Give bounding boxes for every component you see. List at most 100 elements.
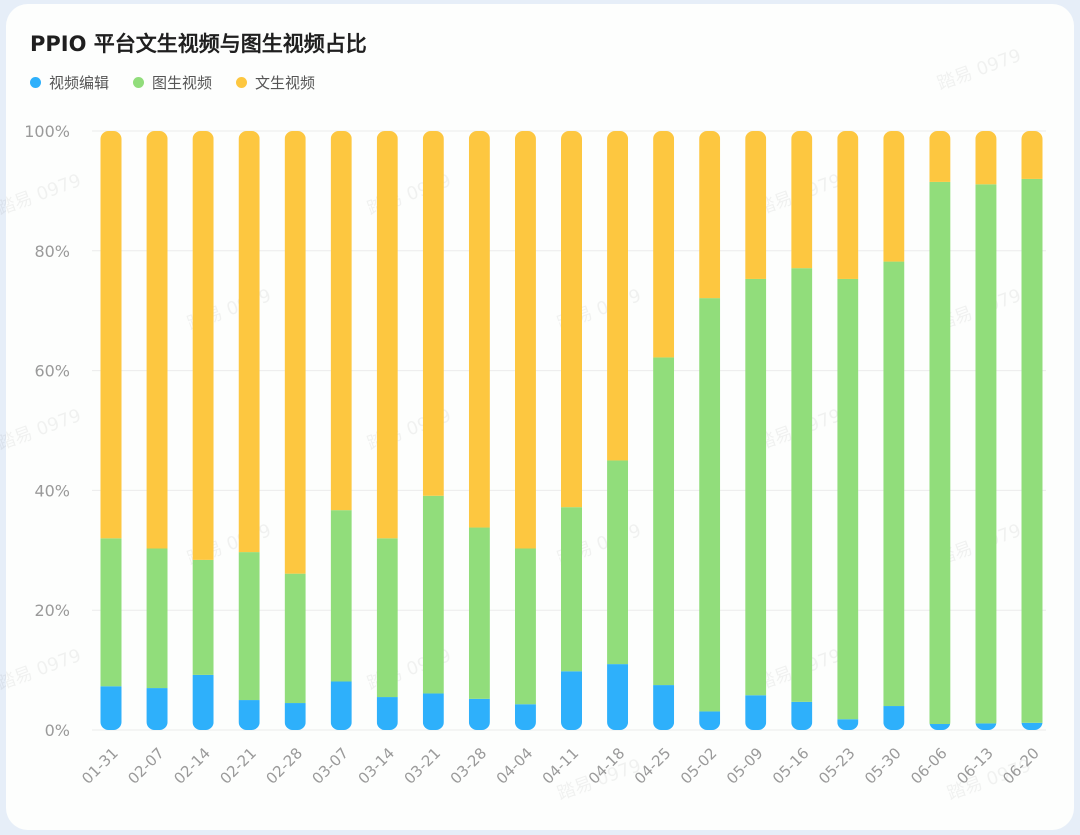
bar-stack [607,131,629,730]
bar-segment [330,681,352,730]
bar-segment [514,548,536,705]
bar-segment [376,131,398,539]
x-tick-label: 02-07 [124,744,168,788]
legend-item-text-to-video[interactable]: 文生视频 [236,72,315,93]
bar-segment [376,538,398,698]
bar-segment [837,719,859,730]
bar-stack [422,131,444,730]
bar-stack [837,131,859,730]
bar-segment [837,278,859,720]
x-tick-label: 03-07 [309,744,353,788]
bar-segment [883,261,905,707]
bar-segment [146,688,168,730]
bar-stack [1021,131,1043,730]
legend-dot-text-to-video [236,77,248,88]
bar-segment [699,298,721,712]
bar-segment [1021,131,1043,179]
x-tick-label: 03-14 [355,744,399,788]
bar-segment [883,706,905,730]
bar-segment [100,538,122,687]
bar-segment [146,131,168,549]
bar-segment [791,701,813,730]
watermark-text: 踏易 0979 [0,405,84,455]
bar-segment [238,552,260,701]
bar-segment [607,460,629,665]
bar-segment [146,548,168,689]
bar-segment [653,131,675,358]
bar-stack [330,131,352,730]
watermark-text: 踏易 0979 [0,645,84,695]
bar-segment [607,664,629,730]
bar-segment [238,700,260,730]
bar-segment [514,131,536,549]
bar-stack [745,131,767,730]
bar-stack [514,131,536,730]
bar-stack [929,131,951,730]
bar-segment [791,131,813,269]
bar-segment [192,559,214,675]
bar-segment [1021,178,1043,723]
bar-segment [284,703,306,730]
legend-label-text-to-video: 文生视频 [255,74,316,92]
bar-stack [284,131,306,730]
bar-segment [468,698,490,730]
y-tick-label: 0% [45,721,70,740]
watermark-text: 踏易 0979 [0,170,84,220]
x-tick-label: 05-09 [723,744,767,788]
legend-item-image-to-video[interactable]: 图生视频 [133,72,212,93]
bar-stack [561,131,582,730]
bar-stack [146,131,168,730]
bar-segment [929,724,951,730]
y-tick-label: 60% [34,362,70,381]
bar-segment [192,131,214,560]
bar-segment [468,527,490,699]
y-tick-label: 100% [24,122,70,141]
bar-segment [561,131,582,508]
y-tick-label: 40% [34,481,70,500]
y-tick-label: 20% [34,601,70,620]
x-tick-label: 06-06 [907,744,951,788]
chart-title: PPIO 平台文生视频与图生视频占比 [30,32,367,56]
x-tick-label: 04-04 [493,744,537,788]
chart-legend: 视频编辑 图生视频 文生视频 [30,72,315,93]
bar-segment [653,357,675,686]
bar-segment [745,278,767,696]
bar-segment [699,711,721,730]
bar-segment [100,686,122,730]
bar-segment [422,131,444,496]
bar-segment [100,131,122,539]
bar-segment [422,495,444,694]
legend-label-image-to-video: 图生视频 [152,74,213,92]
legend-label-video-edit: 视频编辑 [49,74,110,92]
y-tick-label: 80% [34,242,70,261]
bar-segment [607,131,629,461]
bar-segment [514,704,536,730]
bar-segment [975,131,997,185]
bar-segment [837,131,859,279]
bar-stack [653,131,675,730]
bar-segment [238,131,260,553]
legend-dot-image-to-video [133,77,145,88]
bar-stack [238,131,260,730]
bar-segment [192,674,214,730]
x-tick-label: 05-30 [861,744,905,788]
bar-segment [330,131,352,511]
bar-segment [284,573,306,704]
bar-segment [1021,722,1043,730]
x-tick-label: 05-23 [815,744,859,788]
x-tick-label: 05-02 [677,744,721,788]
x-tick-label: 02-21 [216,744,260,788]
bar-stack [376,131,398,730]
watermark-text: 踏易 0979 [935,45,1024,95]
bar-segment [791,268,813,702]
bar-segment [975,723,997,730]
bar-stack [699,131,721,730]
bar-segment [653,685,675,730]
bar-stack [975,131,997,730]
bar-segment [330,510,352,682]
bar-stack [883,131,905,730]
bar-segment [975,184,997,724]
bar-segment [284,131,306,574]
legend-item-video-edit[interactable]: 视频编辑 [30,72,109,93]
